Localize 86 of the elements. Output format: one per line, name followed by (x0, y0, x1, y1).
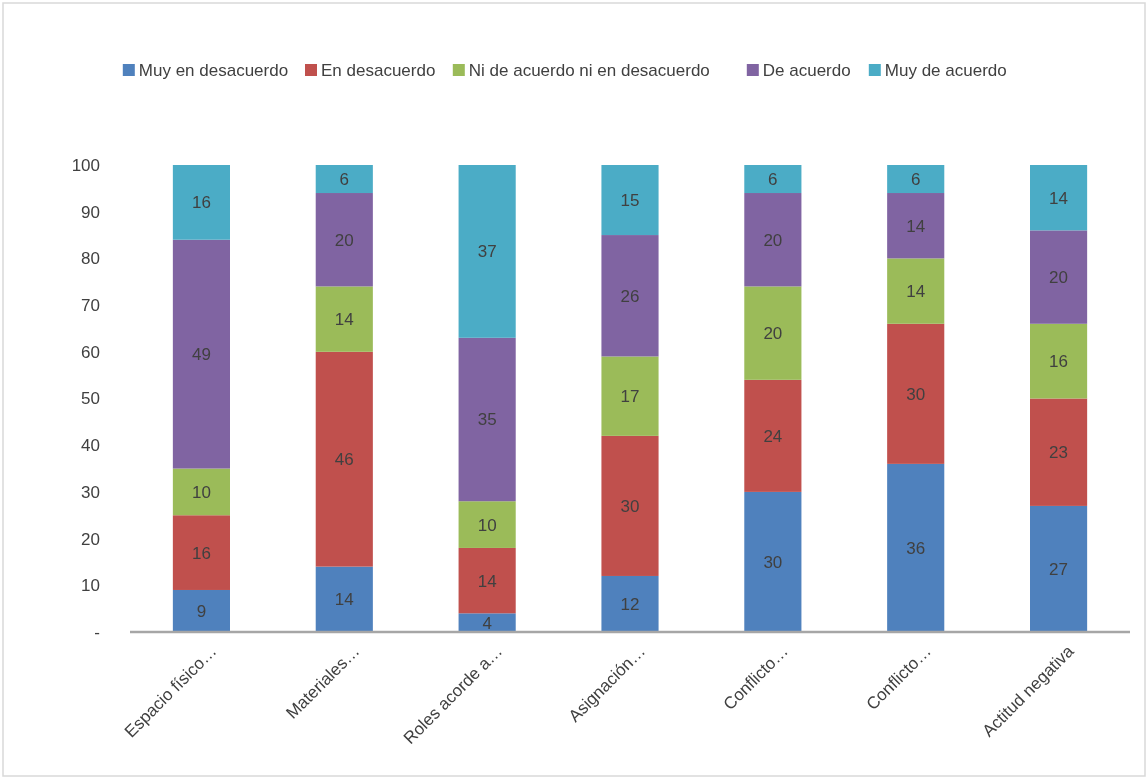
data-label: 14 (1049, 188, 1069, 208)
data-label: 15 (620, 190, 640, 210)
bar (315, 193, 373, 287)
bar (458, 165, 516, 338)
data-label: 16 (191, 193, 211, 213)
bar (744, 491, 802, 632)
data-label: 9 (196, 601, 207, 621)
data-label: 10 (477, 515, 497, 535)
data-label: 10 (191, 482, 211, 502)
legend-label: Ni de acuerdo ni en desacuerdo (468, 60, 710, 80)
bar (1030, 323, 1088, 399)
bar (887, 165, 945, 194)
data-label: 49 (191, 345, 211, 365)
data-label: 30 (906, 384, 926, 404)
y-tick-label: 50 (81, 389, 100, 409)
bar (315, 351, 373, 567)
data-label: 20 (1049, 268, 1069, 288)
data-label: 14 (477, 571, 497, 591)
bar (458, 613, 516, 632)
y-tick-label: 30 (81, 482, 100, 502)
bar (1030, 505, 1088, 632)
bar (315, 566, 373, 632)
bar (172, 165, 230, 240)
data-label: 14 (906, 216, 926, 236)
bar (887, 258, 945, 324)
data-label: 17 (620, 387, 640, 407)
y-tick-label: 70 (81, 296, 100, 316)
bar (1030, 165, 1088, 231)
bar (601, 235, 659, 357)
bar (458, 501, 516, 548)
bar (172, 468, 230, 516)
bar (887, 463, 945, 632)
legend-label: De acuerdo (762, 60, 851, 80)
bar (458, 337, 516, 502)
data-label: 26 (620, 286, 640, 306)
data-label: 6 (910, 169, 921, 189)
legend-label: Muy de acuerdo (884, 60, 1007, 80)
data-label: 20 (334, 230, 354, 250)
bar (601, 165, 659, 236)
bar (744, 193, 802, 287)
data-label: 16 (191, 543, 211, 563)
data-label: 20 (763, 324, 783, 344)
data-label: 14 (334, 310, 354, 330)
bar (172, 515, 230, 590)
y-tick-label: 60 (81, 342, 100, 362)
legend-label: Muy en desacuerdo (138, 60, 289, 80)
bar (601, 435, 659, 576)
data-label: 30 (763, 552, 783, 572)
data-label: 4 (482, 613, 492, 633)
bar (315, 286, 373, 352)
bar (458, 547, 516, 614)
data-label: 37 (477, 242, 497, 262)
data-label: 35 (477, 410, 497, 430)
y-tick-label: - (94, 622, 100, 642)
bar (744, 286, 802, 380)
bar (744, 165, 802, 194)
data-label: 12 (620, 594, 640, 614)
bar (1030, 230, 1088, 324)
y-tick-label: 100 (71, 155, 100, 175)
y-tick-label: 80 (81, 249, 100, 269)
data-label: 36 (906, 538, 926, 558)
data-label: 46 (334, 450, 354, 470)
y-tick-label: 40 (81, 436, 100, 456)
bar (1030, 398, 1088, 506)
y-tick-label: 10 (81, 576, 100, 596)
bar (744, 379, 802, 492)
bar (887, 193, 945, 259)
data-label: 6 (339, 169, 350, 189)
data-label: 30 (620, 496, 640, 516)
bar (172, 589, 230, 632)
data-label: 20 (763, 230, 783, 250)
bar (601, 356, 659, 436)
bar (887, 323, 945, 464)
data-label: 27 (1049, 559, 1069, 579)
bar (601, 575, 659, 632)
y-tick-label: 20 (81, 529, 100, 549)
data-label: 16 (1049, 352, 1069, 372)
legend-label: En desacuerdo (321, 60, 436, 80)
bar (315, 165, 373, 194)
data-label: 24 (763, 426, 783, 446)
bar (172, 239, 230, 469)
data-label: 14 (906, 282, 926, 302)
data-label: 14 (334, 590, 354, 610)
data-label: 23 (1049, 443, 1069, 463)
y-tick-label: 90 (81, 202, 100, 222)
data-label: 6 (768, 169, 778, 189)
